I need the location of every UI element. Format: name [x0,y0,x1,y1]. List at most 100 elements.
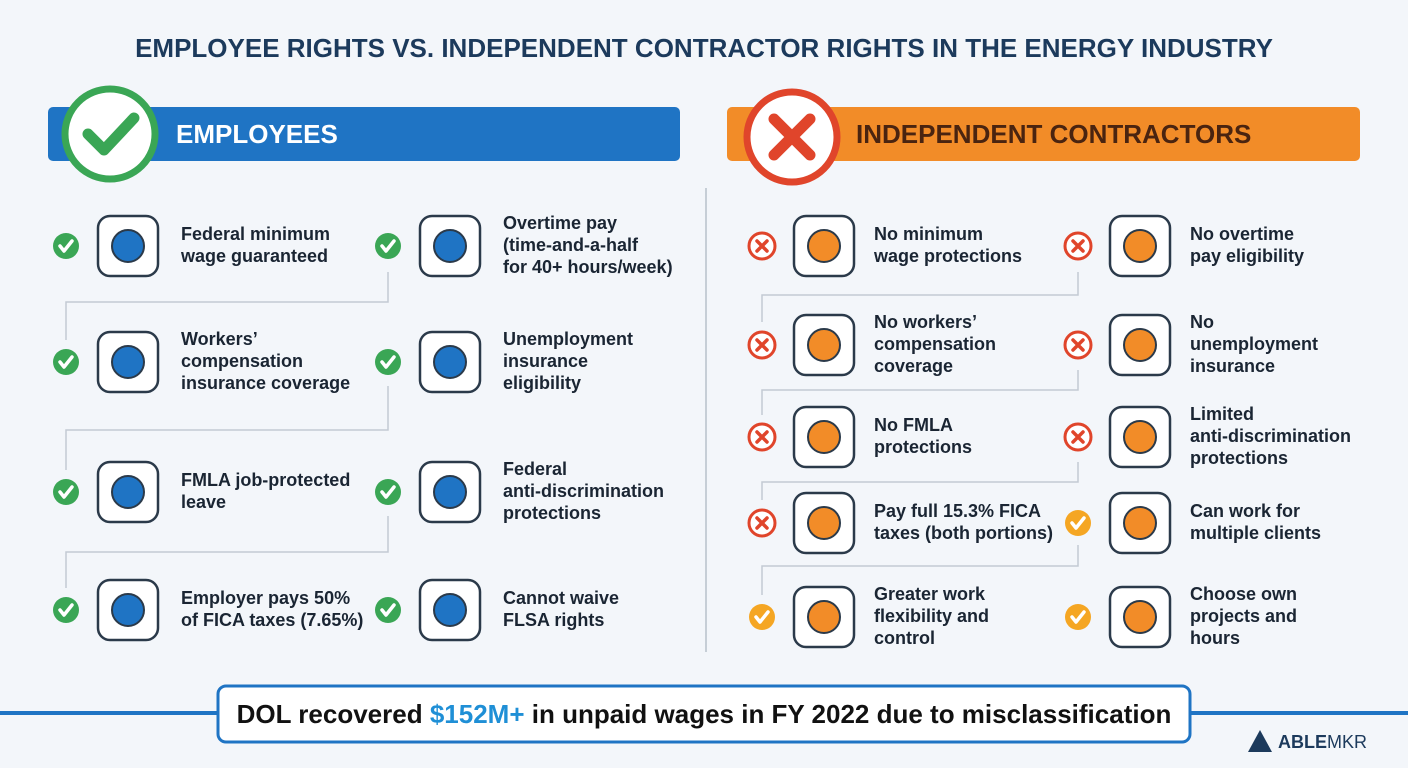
logo-mark [1248,730,1272,752]
banner-box [216,684,1192,744]
item-icon-detail [807,506,841,540]
item-text: protections [503,503,601,523]
item-text: No minimum [874,224,983,244]
item-icon-detail [1123,420,1157,454]
item-text: Federal [503,459,567,479]
item-text: Can work for [1190,501,1300,521]
employees-header: EMPLOYEES [176,119,338,149]
item-text: anti-discrimination [1190,426,1351,446]
item-text: leave [181,492,226,512]
item-text: compensation [874,334,996,354]
item-text: No FMLA [874,415,953,435]
item-icon-detail [433,475,467,509]
logo: ABLEMKR [1278,732,1367,752]
item-text: protections [1190,448,1288,468]
check-symbol [380,355,396,369]
item-text: Limited [1190,404,1254,424]
item-text: pay eligibility [1190,246,1304,266]
employees-header-icon [61,85,159,183]
item-text: No workers’ [874,312,977,332]
banner-before: DOL recovered [237,699,423,729]
item-text: anti-discrimination [503,481,664,501]
logo-first: ABLE [1278,732,1327,752]
cross-symbol [755,430,769,444]
item-text: flexibility and [874,606,989,626]
item-text: control [874,628,935,648]
item-icon-detail [433,345,467,379]
check-symbol [58,355,74,369]
check-symbol [380,239,396,253]
item-icon-detail [433,229,467,263]
item-text: Workers’ [181,329,258,349]
item-text: coverage [874,356,953,376]
banner-after: in unpaid wages in FY 2022 due to miscla… [532,699,1172,729]
item-text: Choose own [1190,584,1297,604]
item-text: FLSA rights [503,610,604,630]
cross-symbol [755,516,769,530]
item-text: Unemployment [503,329,633,349]
title: EMPLOYEE RIGHTS VS. INDEPENDENT CONTRACT… [135,33,1273,63]
item-text: compensation [181,351,303,371]
item-text: unemployment [1190,334,1318,354]
item-text: insurance [1190,356,1275,376]
item-icon-detail [111,475,145,509]
item-text: wage guaranteed [180,246,328,266]
contractors-header-bar [727,107,1360,161]
item-text: multiple clients [1190,523,1321,543]
item-icon-detail [111,593,145,627]
cross-symbol [1071,430,1085,444]
banner-text: DOL recovered $152M+ in unpaid wages in … [237,699,1172,729]
cross-symbol [1071,338,1085,352]
item-text: insurance [503,351,588,371]
check-symbol [1070,516,1086,530]
check-symbol [82,112,140,156]
item-text: Greater work [874,584,986,604]
item-text: (time-and-a-half [503,235,639,255]
item-icon-detail [1123,328,1157,362]
item-icon-detail [807,328,841,362]
item-text: for 40+ hours/week) [503,257,673,277]
item-icon-detail [1123,506,1157,540]
item-icon-detail [807,600,841,634]
cross-symbol [768,113,816,161]
item-icon-detail [433,593,467,627]
employees-header-bar [48,107,680,161]
check-symbol [380,603,396,617]
item-icon-detail [807,229,841,263]
check-symbol [58,485,74,499]
cross-symbol [755,239,769,253]
item-icon-detail [1123,600,1157,634]
item-text: No overtime [1190,224,1294,244]
item-text: Employer pays 50% [181,588,350,608]
item-text: wage protections [873,246,1022,266]
item-text: Overtime pay [503,213,617,233]
cross-symbol [1071,239,1085,253]
item-text: protections [874,437,972,457]
check-symbol [380,485,396,499]
check-symbol [1070,610,1086,624]
item-text: Pay full 15.3% FICA [874,501,1041,521]
item-icon-detail [807,420,841,454]
item-text: eligibility [503,373,581,393]
item-icon-detail [111,229,145,263]
banner-highlight: $152M+ [430,699,525,729]
item-text: projects and [1190,606,1297,626]
item-text: of FICA taxes (7.65%) [181,610,363,630]
item-text: taxes (both portions) [874,523,1053,543]
item-text: Federal minimum [181,224,330,244]
